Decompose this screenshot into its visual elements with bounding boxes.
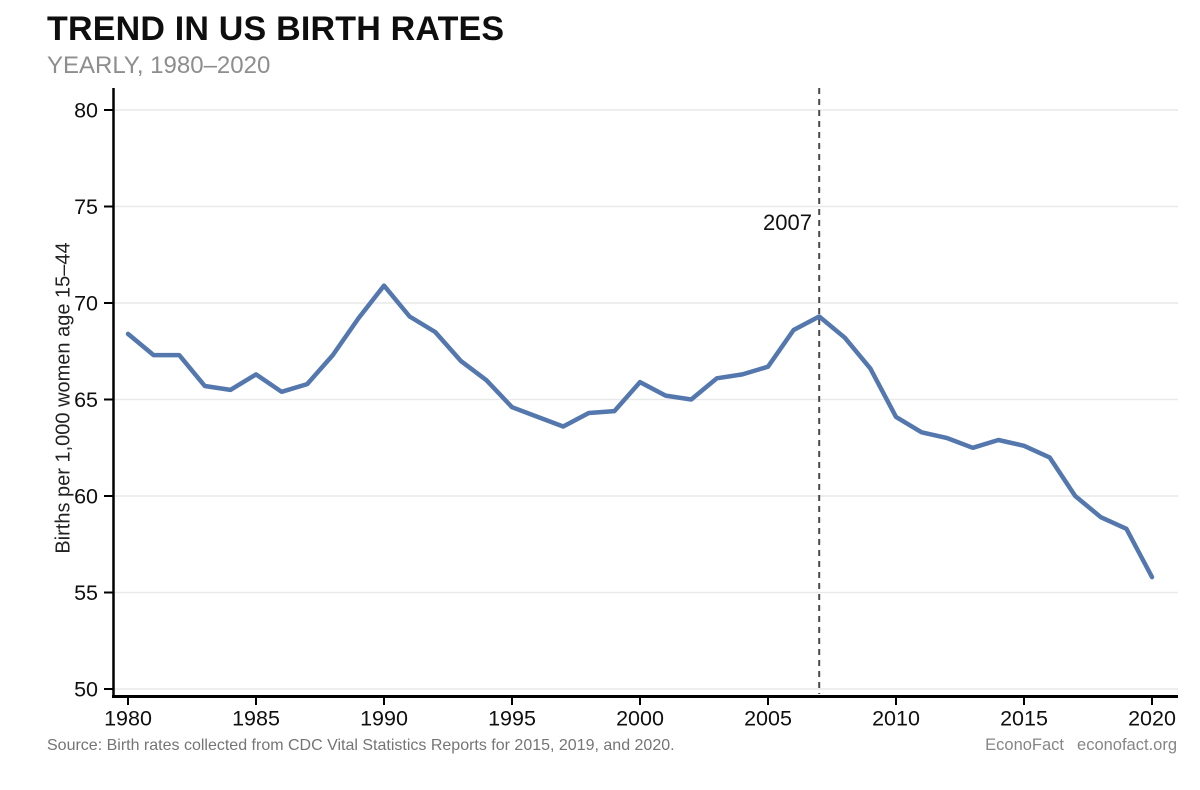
x-tick-label-1985: 1985	[232, 707, 280, 731]
x-tick-label-2005: 2005	[744, 707, 792, 731]
source-note: Source: Birth rates collected from CDC V…	[47, 737, 675, 754]
y-tick-label-60: 60	[74, 485, 98, 509]
x-tick-label-2010: 2010	[872, 707, 920, 731]
annotation-2007-label: 2007	[763, 210, 812, 235]
chart-title: TREND IN US BIRTH RATES	[47, 10, 505, 48]
chart-subtitle: YEARLY, 1980–2020	[47, 52, 271, 79]
y-tick-label-75: 75	[74, 195, 98, 219]
y-tick-label-65: 65	[74, 388, 98, 412]
x-tick-label-1980: 1980	[104, 707, 152, 731]
x-tick-label-2015: 2015	[1000, 707, 1048, 731]
y-tick-label-70: 70	[74, 292, 98, 316]
y-tick-label-55: 55	[74, 581, 98, 605]
y-tick-label-80: 80	[74, 99, 98, 123]
x-tick-label-1990: 1990	[360, 707, 408, 731]
brand-name: EconoFact	[985, 736, 1065, 754]
y-axis-title: Births per 1,000 women age 15–44	[52, 242, 75, 554]
brand-url: econofact.org	[1077, 736, 1177, 754]
x-tick-label-1995: 1995	[488, 707, 536, 731]
x-tick-label-2000: 2000	[616, 707, 664, 731]
y-tick-label-50: 50	[74, 678, 98, 702]
x-tick-label-2020: 2020	[1128, 707, 1176, 731]
birth-rate-line-series	[125, 283, 1155, 580]
brand-note: EconoFact econofact.org	[985, 736, 1177, 755]
